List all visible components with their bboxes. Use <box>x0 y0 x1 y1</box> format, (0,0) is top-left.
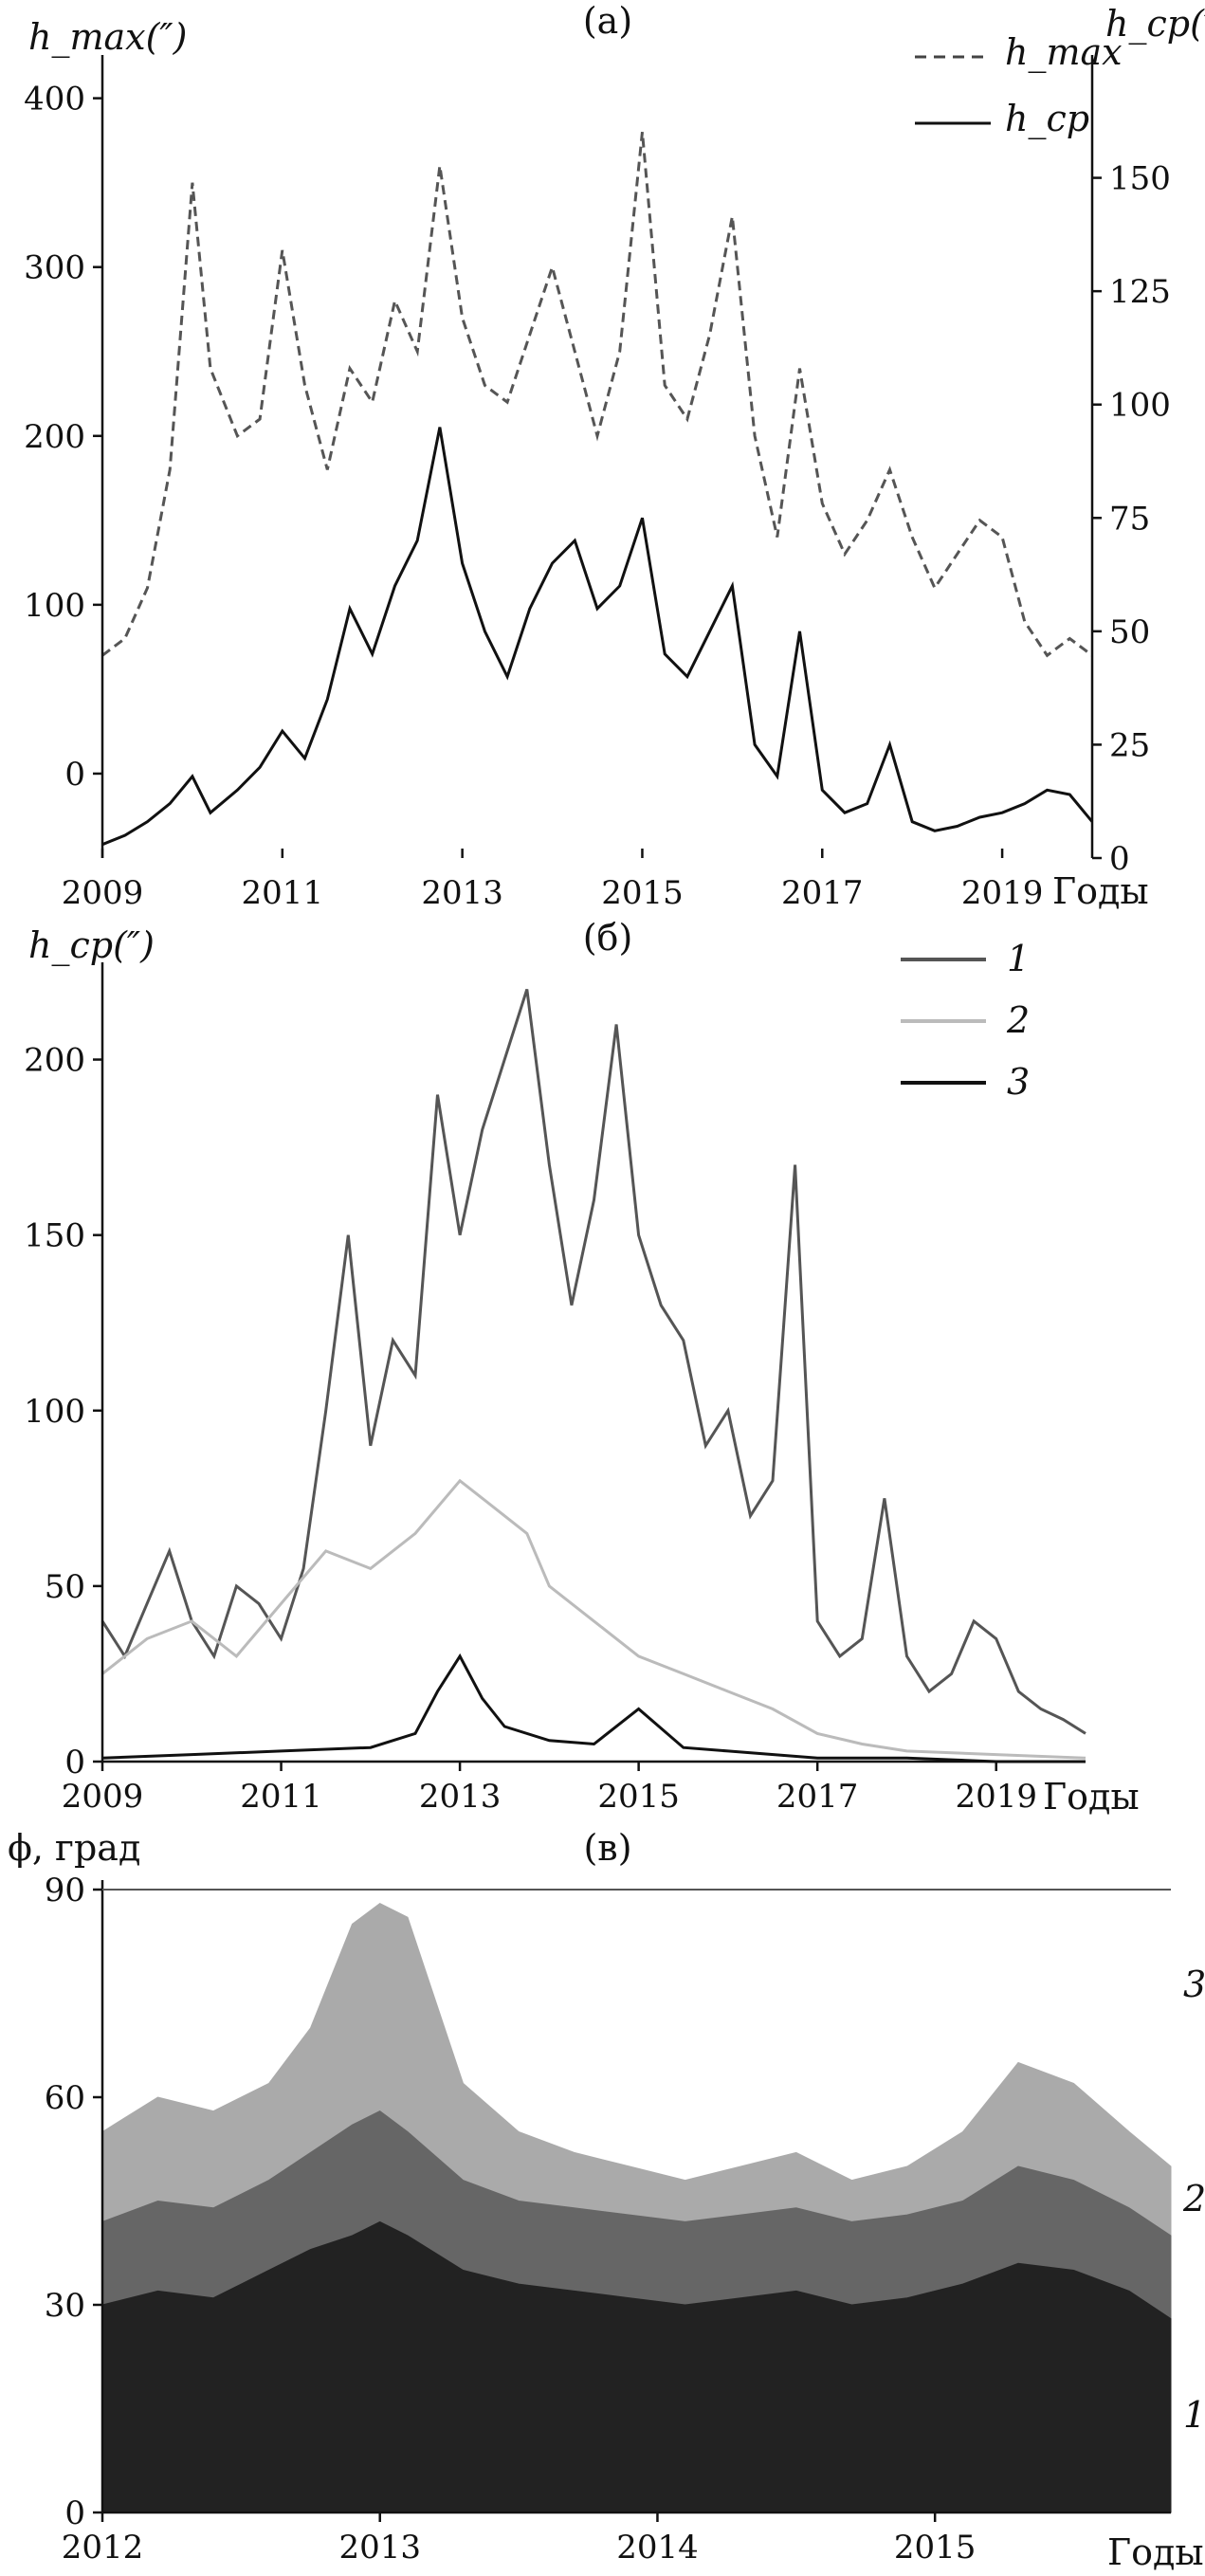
panel-a-right-axis-label: h_cp(″) <box>1105 3 1205 46</box>
band-label-1: 1 <box>1183 2394 1205 2436</box>
panel-b-x-axis-label: Годы <box>1043 1776 1140 1818</box>
panel-c-y-tick-label: 60 <box>45 2079 85 2117</box>
panel-a-left-tick-label: 200 <box>24 418 85 456</box>
band-1-area <box>101 2220 1172 2513</box>
series-h-max-line <box>101 132 1093 658</box>
panel-a-left-tick-label: 100 <box>24 587 85 625</box>
panel-b-x-tick-label: 2011 <box>240 1778 322 1816</box>
panel-b-x-tick-label: 2017 <box>776 1778 859 1816</box>
legend-2-label: 2 <box>1006 999 1030 1041</box>
panel-b-y-tick-label: 150 <box>24 1217 85 1255</box>
panel-c-x-tick-label: 2015 <box>894 2529 977 2567</box>
panel-c-y-tick-label: 90 <box>45 1872 85 1909</box>
panel-a-x-tick-label: 2015 <box>601 874 684 912</box>
series-1-line <box>100 989 1086 1735</box>
panel-a-plot <box>101 132 1094 847</box>
panel-b-x-tick-label: 2013 <box>419 1778 502 1816</box>
panel-a-x-axis-label: Годы <box>1052 870 1149 912</box>
series-3-line <box>101 1653 1086 1763</box>
panel-b-y-tick-label: 50 <box>45 1568 85 1606</box>
panel-a-label: (a) <box>583 0 632 42</box>
panel-a-legend: h_max h_cp <box>915 31 1123 140</box>
panel-b-x-tick-label: 2015 <box>597 1778 680 1816</box>
panel-a-right-tick-label: 125 <box>1109 273 1171 311</box>
panel-b-label: (б) <box>583 917 633 959</box>
panel-a-x-tick-label: 2019 <box>961 874 1044 912</box>
panel-a-left-tick-label: 400 <box>24 81 85 119</box>
panel-b-axes: 0 50 100 150 200 2009 2011 2013 2015 2017 2019 <box>24 962 1086 1816</box>
legend-hmax-label: h_max <box>1005 31 1123 74</box>
panel-a-axes: 0 100 200 300 400 0 25 50 75 100 125 150 2009 2011 201… <box>24 55 1171 912</box>
panel-a-left-tick-label: 0 <box>64 756 85 794</box>
panel-a-right-tick-label: 100 <box>1109 387 1171 425</box>
legend-hcp-label: h_cp <box>1005 98 1089 140</box>
panel-a-x-tick-label: 2017 <box>781 874 864 912</box>
panel-c-axes: 0 30 60 90 2012 2013 2014 2015 <box>45 1872 1171 2567</box>
panel-b-y-tick-label: 100 <box>24 1393 85 1431</box>
panel-a-right-tick-label: 50 <box>1109 613 1150 651</box>
panel-c-y-axis-label: ϕ, град <box>8 1827 140 1869</box>
panel-c: (в) ϕ, град 0 30 60 90 2012 2013 2014 2015 Годы… <box>8 1827 1205 2573</box>
panel-b-y-tick-label: 0 <box>64 1744 85 1781</box>
panel-b: (б) h_cp(″) 0 50 100 150 200 2009 2011 2013 2015… <box>24 917 1140 1818</box>
panel-a-x-tick-label: 2011 <box>242 874 324 912</box>
panel-a-right-tick-label: 25 <box>1109 726 1150 764</box>
panel-c-x-tick-label: 2014 <box>616 2529 699 2567</box>
panel-b-plot <box>100 989 1086 1763</box>
panel-c-y-tick-label: 30 <box>45 2287 85 2325</box>
panel-a-x-tick-label: 2013 <box>421 874 503 912</box>
panel-a-right-tick-label: 150 <box>1109 160 1171 198</box>
panel-b-x-tick-label: 2019 <box>955 1778 1037 1816</box>
panel-b-legend: 1 2 3 <box>901 938 1030 1103</box>
panel-c-x-axis-label: Годы <box>1107 2531 1204 2573</box>
panel-a-x-tick-label: 2009 <box>62 874 144 912</box>
panel-c-plot <box>101 1903 1172 2513</box>
panel-a-right-tick-label: 75 <box>1109 500 1150 538</box>
panel-a-left-tick-label: 300 <box>24 249 85 287</box>
series-h-cp-line <box>101 427 1094 847</box>
panel-c-x-tick-label: 2013 <box>338 2529 421 2567</box>
legend-1-label: 1 <box>1007 938 1030 979</box>
series-2-line <box>101 1478 1086 1760</box>
panel-a-right-tick-label: 0 <box>1109 840 1130 878</box>
panel-b-y-axis-label: h_cp(″) <box>28 924 155 967</box>
band-label-2: 2 <box>1182 2178 1205 2220</box>
panel-c-y-tick-label: 0 <box>64 2494 85 2532</box>
panel-c-label: (в) <box>583 1827 631 1869</box>
panel-b-x-tick-label: 2009 <box>62 1778 144 1816</box>
panel-a-left-axis-label: h_max(″) <box>28 16 187 59</box>
panel-b-y-tick-label: 200 <box>24 1042 85 1080</box>
band-label-3: 3 <box>1183 1964 1205 2005</box>
panel-a: (a) h_max(″) h_cp(″) 0 100 200 300 400 0 25 50 7… <box>24 0 1205 912</box>
legend-3-label: 3 <box>1007 1061 1030 1103</box>
panel-c-x-tick-label: 2012 <box>62 2529 144 2567</box>
